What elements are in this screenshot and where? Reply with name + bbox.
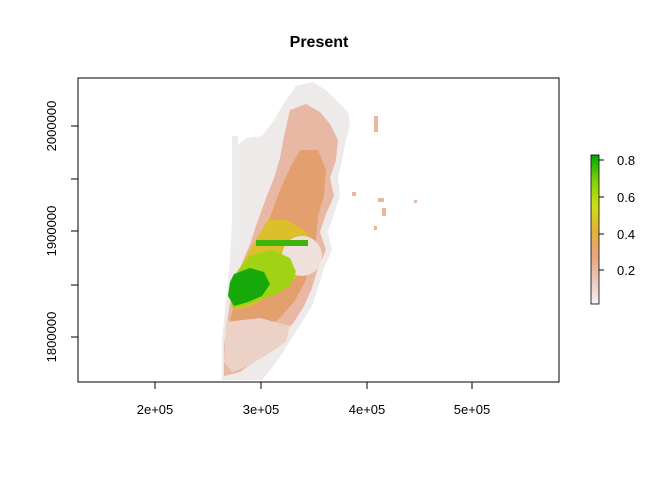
region-dark-green: [228, 268, 270, 306]
legend-tick-label: 0.2: [617, 263, 635, 278]
plot-frame: [77, 77, 560, 383]
x-axis: [154, 382, 473, 389]
green-strip: [256, 240, 308, 246]
legend-tick-label: 0.8: [617, 153, 635, 168]
y-axis: [71, 125, 78, 338]
legend-colorbar: 0.2 0.4 0.6 0.8: [590, 153, 635, 305]
y-tick-label: 2000000: [44, 101, 59, 152]
x-tick-label: 3e+05: [243, 402, 280, 417]
offshore-cayes: [352, 116, 417, 230]
x-tick-label: 2e+05: [137, 402, 174, 417]
x-tick-label: 4e+05: [349, 402, 386, 417]
land-west-edge: [232, 136, 238, 246]
legend-tick-label: 0.4: [617, 227, 635, 242]
y-tick-label: 1800000: [44, 312, 59, 363]
y-tick-label: 1900000: [44, 206, 59, 257]
x-tick-label: 5e+05: [454, 402, 491, 417]
region-south-tail: [224, 318, 290, 372]
legend-tick-label: 0.6: [617, 190, 635, 205]
plot-title: Present: [290, 34, 349, 51]
raster-map: [222, 82, 417, 380]
